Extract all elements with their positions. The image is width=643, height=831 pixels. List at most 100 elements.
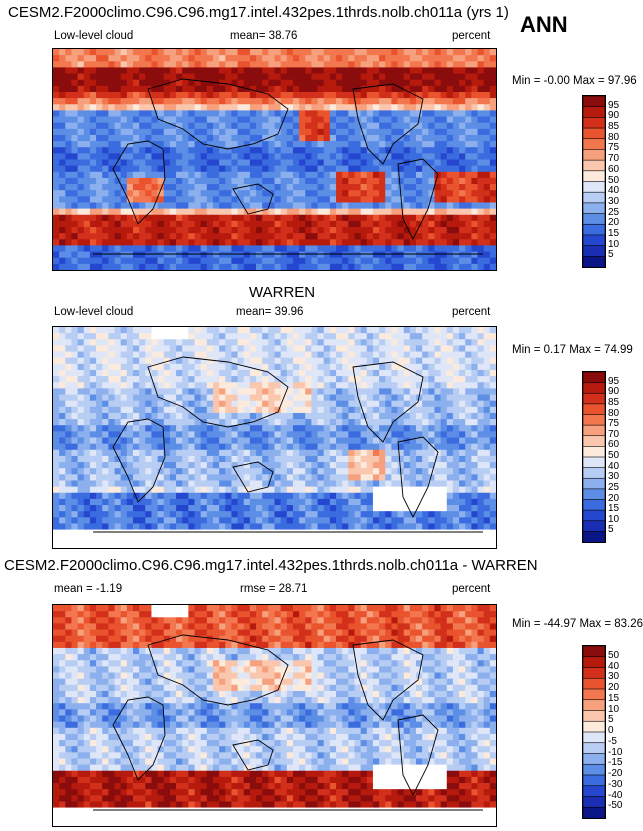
colorbar-swatch	[583, 468, 605, 479]
colorbar-swatch	[583, 764, 605, 775]
colorbar-swatch	[583, 657, 605, 668]
colorbar-tick-label: 80	[608, 132, 619, 143]
colorbar-tick-label: 15	[608, 503, 619, 514]
colorbar-swatch	[583, 531, 605, 542]
colorbar-swatch	[583, 224, 605, 235]
colorbar-tick-label: 90	[608, 386, 619, 397]
colorbar-tick-label: 95	[608, 376, 619, 387]
colorbar-tick-label: 5	[608, 524, 614, 535]
panel3-rmse: rmse = 28.71	[240, 583, 307, 595]
colorbar-tick-label: 5	[608, 714, 614, 725]
colorbar-swatch	[583, 446, 605, 457]
panel3-map-plot	[53, 605, 496, 826]
panel2-units: percent	[452, 306, 490, 318]
colorbar-tick-label: 0	[608, 725, 614, 736]
colorbar-tick-label: 40	[608, 661, 619, 672]
colorbar-swatch	[583, 214, 605, 225]
colorbar-swatch	[583, 415, 605, 426]
colorbar-swatch	[583, 404, 605, 415]
colorbar-tick-label: 40	[608, 461, 619, 472]
panel1-units: percent	[452, 30, 490, 42]
panel1-minmax: Min = -0.00 Max = 97.96	[512, 75, 637, 87]
panel1-map	[52, 48, 497, 271]
colorbar-swatch	[583, 743, 605, 754]
colorbar-tick-label: -30	[608, 779, 622, 790]
colorbar-swatch	[583, 646, 605, 657]
colorbar-tick-label: 70	[608, 153, 619, 164]
colorbar-tick-label: 70	[608, 429, 619, 440]
colorbar-swatch	[583, 107, 605, 118]
colorbar-swatch	[583, 246, 605, 257]
colorbar-tick-label: 40	[608, 185, 619, 196]
colorbar-tick-label: -40	[608, 790, 622, 801]
colorbar-tick-label: 20	[608, 493, 619, 504]
colorbar-swatch	[583, 203, 605, 214]
panel3-mean: mean = -1.19	[54, 583, 122, 595]
colorbar-swatch	[583, 711, 605, 722]
colorbar-tick-label: 30	[608, 196, 619, 207]
colorbar-swatch	[583, 182, 605, 193]
colorbar-swatch	[583, 689, 605, 700]
colorbar-swatch	[583, 128, 605, 139]
colorbar-tick-label: 50	[608, 175, 619, 186]
panel2-mean: mean= 39.96	[236, 306, 303, 318]
colorbar-tick-label: 50	[608, 650, 619, 661]
colorbar-tick-label: 95	[608, 100, 619, 111]
colorbar-tick-label: 85	[608, 397, 619, 408]
colorbar-tick-label: 15	[608, 228, 619, 239]
colorbar-swatch	[583, 678, 605, 689]
colorbar-swatch	[583, 171, 605, 182]
colorbar-tick-label: 10	[608, 514, 619, 525]
colorbar-swatch	[583, 149, 605, 160]
colorbar-swatch	[583, 807, 605, 818]
colorbar-tick-label: 25	[608, 207, 619, 218]
panel2-map	[52, 326, 497, 549]
panel3-units: percent	[452, 583, 490, 595]
colorbar-tick-label: 75	[608, 142, 619, 153]
panel1-variable-label: Low-level cloud	[54, 30, 133, 42]
colorbar-swatch	[583, 775, 605, 786]
colorbar-swatch	[583, 383, 605, 394]
colorbar-swatch	[583, 732, 605, 743]
colorbar-swatch	[583, 721, 605, 732]
colorbar-swatch	[583, 96, 605, 107]
colorbar-swatch	[583, 436, 605, 447]
colorbar-tick-label: -5	[608, 736, 617, 747]
panel2-colorbar	[582, 371, 606, 543]
colorbar-tick-label: 60	[608, 439, 619, 450]
colorbar-swatch	[583, 192, 605, 203]
colorbar-tick-label: 60	[608, 164, 619, 175]
panel1-mean: mean= 38.76	[230, 30, 297, 42]
colorbar-tick-label: 30	[608, 671, 619, 682]
panel1-map-plot	[53, 49, 496, 270]
panel1-title: CESM2.F2000climo.C96.C96.mg17.intel.432p…	[8, 4, 509, 21]
panel2-map-plot	[53, 327, 496, 548]
colorbar-swatch	[583, 425, 605, 436]
colorbar-tick-label: 5	[608, 249, 614, 260]
colorbar-tick-label: 20	[608, 217, 619, 228]
colorbar-tick-label: 15	[608, 693, 619, 704]
colorbar-tick-label: -10	[608, 747, 622, 758]
colorbar-swatch	[583, 786, 605, 797]
colorbar-tick-label: -20	[608, 768, 622, 779]
panel2-title: WARREN	[249, 284, 315, 301]
season-label: ANN	[520, 12, 568, 38]
colorbar-tick-label: 10	[608, 239, 619, 250]
panel2-variable-label: Low-level cloud	[54, 306, 133, 318]
colorbar-tick-label: 75	[608, 418, 619, 429]
colorbar-tick-label: -15	[608, 757, 622, 768]
colorbar-swatch	[583, 457, 605, 468]
colorbar-swatch	[583, 668, 605, 679]
colorbar-tick-label: 20	[608, 682, 619, 693]
colorbar-swatch	[583, 235, 605, 246]
panel3-colorbar	[582, 645, 606, 819]
panel3-map	[52, 604, 497, 827]
colorbar-tick-label: -50	[608, 800, 622, 811]
panel2-minmax: Min = 0.17 Max = 74.99	[512, 344, 633, 356]
colorbar-swatch	[583, 478, 605, 489]
panel3-title: CESM2.F2000climo.C96.C96.mg17.intel.432p…	[4, 557, 538, 574]
colorbar-tick-label: 90	[608, 110, 619, 121]
colorbar-swatch	[583, 521, 605, 532]
colorbar-tick-label: 50	[608, 450, 619, 461]
colorbar-swatch	[583, 117, 605, 128]
